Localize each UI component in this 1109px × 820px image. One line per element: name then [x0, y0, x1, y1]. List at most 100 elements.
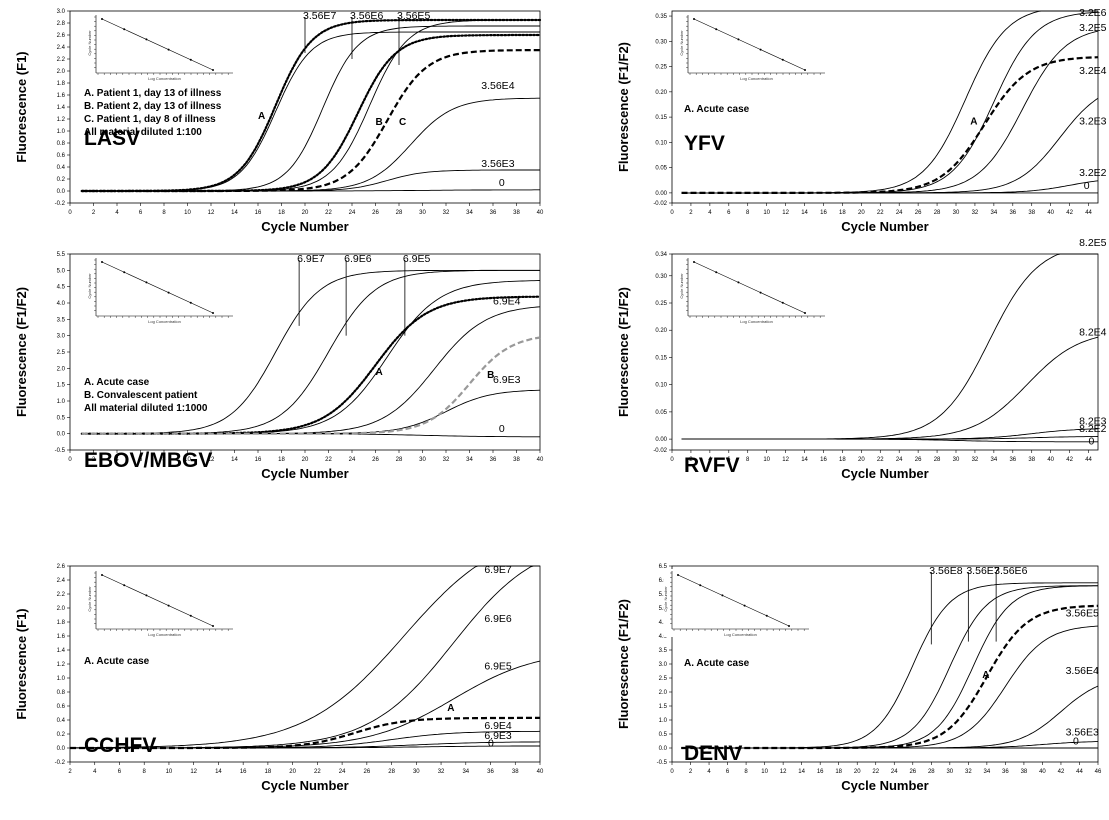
panel-note: A. Acute case	[84, 377, 150, 388]
x-tick-label: 2	[92, 210, 96, 216]
x-tick-label: 22	[872, 769, 879, 775]
y-tick-label: 1.2	[57, 662, 66, 668]
standard-point	[804, 312, 806, 314]
standard-point	[167, 604, 170, 607]
x-tick-label: 30	[946, 769, 953, 775]
x-tick-label: 38	[513, 210, 520, 216]
y-tick-label: 3.5	[659, 648, 668, 654]
series-label-0: 0	[499, 177, 505, 189]
y-tick-label: 6.5	[659, 564, 668, 570]
standard-point	[212, 312, 214, 314]
x-tick-label: 22	[325, 210, 332, 216]
y-tick-label: -0.5	[55, 448, 66, 454]
x-tick-label: 30	[419, 457, 426, 463]
series-label-8.2e5: 8.2E5	[1079, 237, 1107, 249]
series-label-0: 0	[1073, 736, 1079, 748]
callout-label: 3.56E8	[929, 565, 962, 577]
standard-point	[101, 261, 103, 263]
inset-y-label: Cycle Number	[679, 273, 684, 299]
x-tick-label: 8	[143, 769, 147, 775]
standard-point	[743, 604, 746, 607]
y-tick-label: 1.8	[57, 81, 66, 87]
series-label-a: A	[447, 703, 454, 714]
series-label-3.2e3: 3.2E3	[1079, 116, 1107, 128]
x-tick-label: 14	[215, 769, 222, 775]
x-tick-label: 28	[934, 457, 941, 463]
series-label-6.9e4: 6.9E4	[493, 296, 521, 308]
x-tick-label: 6	[139, 210, 143, 216]
x-tick-label: 36	[490, 210, 497, 216]
y-tick-label: 2.8	[57, 21, 66, 27]
inset-x-label: Log Concentration	[148, 632, 181, 637]
y-tick-label: 0.15	[655, 355, 667, 361]
standard-point	[715, 28, 718, 31]
x-tick-label: 4	[115, 457, 119, 463]
standard-curve-inset: Log Concentration Cycle Number	[663, 569, 809, 637]
x-tick-label: 4	[115, 210, 119, 216]
series-line-b	[81, 336, 541, 435]
y-tick-label: 2.6	[57, 33, 66, 39]
standard-point	[693, 18, 695, 20]
x-tick-label: 26	[363, 769, 370, 775]
virus-label: CCHFV	[84, 734, 156, 757]
x-tick-label: 44	[1085, 210, 1092, 216]
x-tick-label: 30	[413, 769, 420, 775]
panel-note: A. Acute case	[84, 656, 150, 667]
y-tick-label: 0.00	[655, 437, 667, 443]
x-tick-label: 26	[915, 457, 922, 463]
x-tick-label: 42	[1058, 769, 1065, 775]
y-tick-label: 0.8	[57, 141, 66, 147]
standard-curve-inset: Log Concentration Cycle Number	[87, 569, 233, 637]
x-tick-label: 16	[255, 457, 262, 463]
virus-label: EBOV/MBGV	[84, 449, 212, 472]
standard-point	[145, 594, 148, 597]
panel-note: B. Convalescent patient	[84, 390, 198, 401]
standard-point	[123, 271, 126, 274]
x-tick-label: 4	[708, 457, 712, 463]
y-tick-label: -0.2	[55, 760, 66, 766]
x-tick-label: 20	[289, 769, 296, 775]
x-tick-label: 10	[763, 457, 770, 463]
y-tick-label: 0.4	[57, 165, 66, 171]
x-tick-label: 10	[166, 769, 173, 775]
standard-point	[804, 69, 806, 71]
x-tick-label: 10	[184, 457, 191, 463]
standard-point	[715, 271, 718, 274]
y-tick-label: 0.5	[57, 415, 66, 421]
y-tick-label: 4.0	[659, 634, 668, 640]
x-tick-label: 20	[854, 769, 861, 775]
inset-y-label: Cycle Number	[87, 30, 92, 56]
x-tick-label: 28	[388, 769, 395, 775]
series-label-8.2e2: 8.2E2	[1079, 423, 1107, 435]
y-tick-label: 3.0	[57, 9, 66, 15]
standard-point	[145, 281, 148, 284]
y-tick-label: 1.0	[57, 129, 66, 135]
x-tick-label: 16	[820, 210, 827, 216]
x-tick-label: 34	[466, 457, 473, 463]
standard-curve-inset: Log Concentration Cycle Number	[679, 13, 825, 81]
x-tick-label: 32	[972, 210, 979, 216]
x-tick-label: 12	[782, 210, 789, 216]
series-label-3.2e4: 3.2E4	[1079, 65, 1107, 77]
x-tick-label: 40	[537, 457, 544, 463]
standard-point	[765, 614, 768, 617]
x-tick-label: 32	[443, 210, 450, 216]
standard-curve-line	[677, 574, 790, 627]
x-tick-label: 26	[372, 457, 379, 463]
y-tick-label: 1.4	[57, 105, 66, 111]
inset-y-label: Cycle Number	[87, 273, 92, 299]
x-tick-label: 18	[835, 769, 842, 775]
x-tick-label: 14	[798, 769, 805, 775]
plot-frame	[671, 10, 1099, 204]
series-label-8.2e3: 8.2E3	[1079, 415, 1107, 427]
x-tick-label: 20	[858, 210, 865, 216]
x-tick-label: 38	[512, 769, 519, 775]
x-tick-label: 30	[953, 457, 960, 463]
x-tick-label: 46	[1095, 769, 1102, 775]
y-tick-label: 3.5	[57, 317, 66, 323]
y-tick-label: 2.4	[57, 45, 66, 51]
y-tick-label: 2.2	[57, 592, 66, 598]
x-tick-label: 20	[302, 457, 309, 463]
x-tick-label: 28	[396, 210, 403, 216]
y-tick-label: 0.05	[655, 166, 667, 172]
